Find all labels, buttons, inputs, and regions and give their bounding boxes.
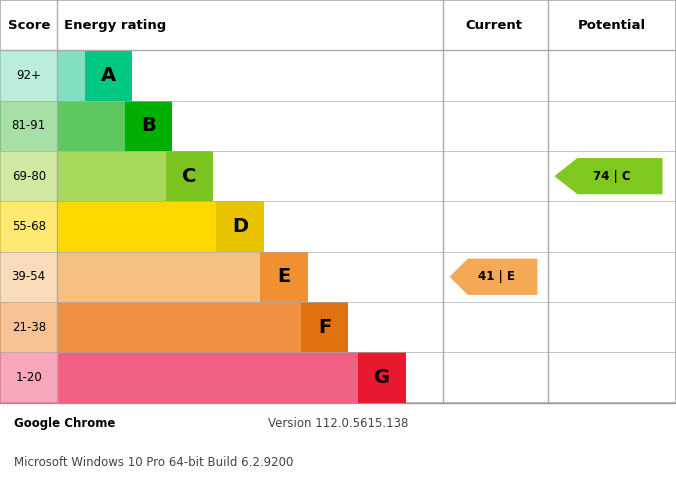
Text: 55-68: 55-68 [11, 220, 46, 233]
Text: Microsoft Windows 10 Pro 64-bit Build 6.2.9200: Microsoft Windows 10 Pro 64-bit Build 6.… [14, 456, 293, 469]
Text: 39-54: 39-54 [11, 270, 46, 284]
Bar [260, 252, 308, 302]
Text: 92+: 92+ [16, 69, 41, 82]
Bar [57, 352, 358, 403]
Polygon shape [554, 158, 662, 194]
Text: F: F [318, 318, 331, 337]
Bar [57, 101, 125, 151]
Bar [0, 201, 57, 252]
Bar [0, 252, 57, 302]
Text: D: D [232, 217, 248, 236]
Text: G: G [374, 368, 390, 387]
Text: 69-80: 69-80 [11, 170, 46, 183]
Text: 1-20: 1-20 [16, 371, 42, 384]
Bar [216, 201, 264, 252]
Text: C: C [182, 166, 197, 185]
Bar [301, 302, 348, 352]
Bar [0, 50, 57, 101]
Bar [0, 352, 57, 403]
Text: Version 112.0.5615.138: Version 112.0.5615.138 [268, 417, 408, 430]
Text: A: A [101, 66, 116, 85]
Bar [125, 101, 172, 151]
Bar [57, 201, 216, 252]
Bar [57, 50, 84, 101]
Text: 21-38: 21-38 [11, 321, 46, 334]
Bar [0, 101, 57, 151]
Bar [57, 151, 166, 201]
Polygon shape [450, 259, 537, 295]
Bar [166, 151, 213, 201]
Text: 81-91: 81-91 [11, 119, 46, 132]
Text: Energy rating: Energy rating [64, 19, 166, 32]
Bar [84, 50, 132, 101]
Text: 41 | E: 41 | E [478, 270, 514, 284]
Bar [57, 302, 301, 352]
Text: Score: Score [7, 19, 50, 32]
Text: 74 | C: 74 | C [593, 170, 631, 183]
Text: E: E [277, 267, 291, 286]
Bar [0, 302, 57, 352]
Bar [358, 352, 406, 403]
Text: Current: Current [465, 19, 522, 32]
Bar [57, 252, 260, 302]
Text: Potential: Potential [578, 19, 646, 32]
Text: B: B [141, 116, 156, 135]
Text: Google Chrome: Google Chrome [14, 417, 115, 430]
Bar [0, 151, 57, 201]
